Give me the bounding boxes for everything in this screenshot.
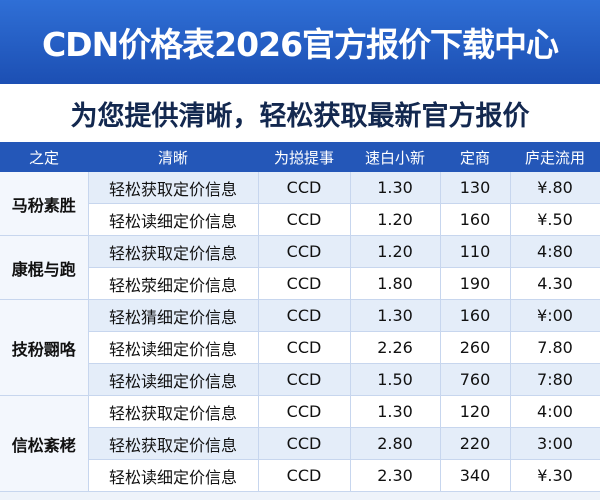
- table-row: 马秎素胜 轻松获取定价信息 CCD 1.30 130 ¥.80: [0, 172, 600, 236]
- table-row: 轻松读细定价信息 CCD 2.30 340 ¥.30: [0, 459, 600, 492]
- table-cell: CCD: [258, 235, 351, 268]
- table-row: 轻松荥细定价信息 CCD 1.80 190 4.30: [0, 267, 600, 300]
- table-cell: 1.30: [350, 172, 441, 204]
- table-cell: 260: [440, 331, 511, 364]
- table-row: 轻松获取定价信息 CCD 2.80 220 3:00: [0, 427, 600, 460]
- table-cell: CCD: [258, 331, 351, 364]
- table-cell: 1.80: [350, 267, 441, 300]
- table-cell: 110: [440, 235, 511, 268]
- title: CDN价格表2026官方报价下载中心: [41, 25, 559, 64]
- table-cell: CCD: [258, 395, 351, 428]
- table-cell: 轻松获取定价信息: [88, 395, 259, 428]
- table-cell: 120: [440, 395, 511, 428]
- column-header: 庐走流用: [510, 142, 600, 172]
- table-cell: 2.26: [350, 331, 441, 364]
- table-cell: CCD: [258, 172, 351, 204]
- table-cell: 7.80: [510, 331, 600, 364]
- table-row: 康棍与跑 轻松获取定价信息 CCD 1.20 110 4:80: [0, 235, 600, 300]
- table-cell: 轻松获取定价信息: [88, 235, 259, 268]
- table-cell: 3:00: [510, 427, 600, 460]
- table-cell: 轻松获取定价信息: [88, 427, 259, 460]
- table-cell: 轻松读细定价信息: [88, 331, 259, 364]
- group-label: 技秎翾咯: [0, 299, 89, 396]
- table-cell: 1.30: [350, 395, 441, 428]
- table-row: 信松紊栳 轻松获取定价信息 CCD 1.30 120 4:00: [0, 395, 600, 492]
- group-label: 信松紊栳: [0, 395, 89, 492]
- table-cell: 1.20: [350, 203, 441, 236]
- table-cell: ¥:00: [510, 299, 600, 332]
- table-cell: 轻松猜细定价信息: [88, 299, 259, 332]
- table-cell: 1.30: [350, 299, 441, 332]
- table-cell: CCD: [258, 203, 351, 236]
- subtitle: 为您提供清晰，轻松获取最新官方报价: [70, 100, 530, 132]
- header-row: 之定 清晰 为搃提事 速白小新 定商 庐走流用: [0, 142, 600, 172]
- table-cell: 190: [440, 267, 511, 300]
- table-cell: 130: [440, 172, 511, 204]
- table-cell: 4.30: [510, 267, 600, 300]
- table-cell: CCD: [258, 427, 351, 460]
- column-header: 清晰: [88, 142, 258, 172]
- table-cell: 1.20: [350, 235, 441, 268]
- column-header: 为搃提事: [258, 142, 350, 172]
- column-header: 之定: [0, 142, 88, 172]
- table-cell: 1.50: [350, 363, 441, 396]
- table-cell: 4:80: [510, 235, 600, 268]
- table-cell: 轻松读细定价信息: [88, 363, 259, 396]
- table-cell: 7:80: [510, 363, 600, 396]
- table-cell: 轻松读细定价信息: [88, 459, 259, 492]
- table-row: 技秎翾咯 轻松猜细定价信息 CCD 1.30 160 ¥:00: [0, 299, 600, 396]
- table-cell: 340: [440, 459, 511, 492]
- table-cell: ¥.50: [510, 203, 600, 236]
- table-cell: 轻松读细定价信息: [88, 203, 259, 236]
- banner: CDN价格表2026官方报价下载中心: [0, 0, 600, 84]
- table-cell: 2.80: [350, 427, 441, 460]
- table-cell: CCD: [258, 299, 351, 332]
- price-table: 之定 清晰 为搃提事 速白小新 定商 庐走流用 马秎素胜 轻松获取定价信息 CCD 1.30 13…: [0, 142, 600, 492]
- table-body: 马秎素胜 轻松获取定价信息 CCD 1.30 130 ¥.80 轻松读细定价信息 CCD 1.2…: [0, 172, 600, 492]
- table-cell: 4:00: [510, 395, 600, 428]
- table-cell: 220: [440, 427, 511, 460]
- column-header: 速白小新: [350, 142, 440, 172]
- table-cell: CCD: [258, 363, 351, 396]
- table-cell: 2.30: [350, 459, 441, 492]
- table-cell: 轻松获取定价信息: [88, 172, 259, 204]
- table-cell: CCD: [258, 459, 351, 492]
- table-cell: 轻松荥细定价信息: [88, 267, 259, 300]
- table-cell: CCD: [258, 267, 351, 300]
- table-cell: 160: [440, 299, 511, 332]
- table-cell: ¥.30: [510, 459, 600, 492]
- table-row: 轻松读细定价信息 CCD 1.50 760 7:80: [0, 363, 600, 396]
- group-label: 马秎素胜: [0, 172, 89, 236]
- table-cell: 160: [440, 203, 511, 236]
- group-label: 康棍与跑: [0, 235, 89, 300]
- table-row: 轻松读细定价信息 CCD 2.26 260 7.80: [0, 331, 600, 364]
- table-row: 轻松读细定价信息 CCD 1.20 160 ¥.50: [0, 203, 600, 236]
- subtitle-area: 为您提供清晰，轻松获取最新官方报价: [0, 84, 600, 142]
- column-header: 定商: [440, 142, 510, 172]
- table-cell: ¥.80: [510, 172, 600, 204]
- table-cell: 760: [440, 363, 511, 396]
